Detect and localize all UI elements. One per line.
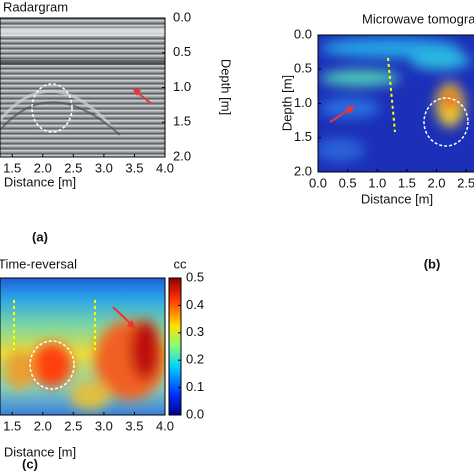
x-tick-label: 1.0 bbox=[368, 175, 386, 190]
x-tick-label: 3.5 bbox=[125, 418, 143, 433]
colorbar-tick-label: 0.3 bbox=[186, 324, 204, 339]
x-tick-label: 3.0 bbox=[95, 418, 113, 433]
colorbar-tick-label: 0.2 bbox=[186, 352, 204, 367]
x-axis-label: Distance [m] bbox=[4, 174, 76, 189]
x-tick-label: 2.5 bbox=[64, 160, 82, 175]
y-tick-label: 0.0 bbox=[294, 26, 312, 41]
colorbar-tick-label: 0.1 bbox=[186, 379, 204, 394]
x-axis-label: Distance [m] bbox=[4, 444, 76, 459]
y-tick-label: 0.5 bbox=[173, 44, 191, 59]
colorbar-tick-label: 0.4 bbox=[186, 297, 204, 312]
colorbar-tick-label: 0.5 bbox=[186, 269, 204, 284]
x-axis-label: Distance [m] bbox=[361, 191, 433, 206]
x-tick-label: 4.0 bbox=[156, 418, 174, 433]
panel-label: (a) bbox=[32, 229, 48, 244]
y-axis-label: Depth [m] bbox=[219, 59, 234, 115]
tomography-image bbox=[318, 35, 474, 172]
colorbar-tick-label: 0.0 bbox=[186, 406, 204, 421]
chart-title: Microwave tomography bbox=[362, 11, 474, 26]
colorbar-label: cc bbox=[174, 256, 188, 271]
x-tick-label: 1.5 bbox=[3, 418, 21, 433]
time-reversal-image bbox=[0, 278, 165, 415]
panel-label: (c) bbox=[22, 456, 38, 471]
x-tick-label: 2.0 bbox=[427, 175, 445, 190]
x-tick-label: 0.0 bbox=[309, 175, 327, 190]
y-axis-label: Depth [m] bbox=[279, 75, 294, 131]
x-tick-label: 3.5 bbox=[125, 160, 143, 175]
y-tick-label: 1.0 bbox=[173, 79, 191, 94]
x-tick-label: 1.5 bbox=[398, 175, 416, 190]
x-tick-label: 2.5 bbox=[64, 418, 82, 433]
radargram-image bbox=[0, 18, 165, 157]
y-tick-label: 1.5 bbox=[294, 129, 312, 144]
y-tick-label: 0.5 bbox=[294, 61, 312, 76]
x-tick-label: 2.5 bbox=[457, 175, 474, 190]
chart-title: Time-reversal bbox=[0, 256, 77, 271]
y-tick-label: 0.0 bbox=[173, 9, 191, 24]
x-tick-label: 0.5 bbox=[339, 175, 357, 190]
x-tick-label: 2.0 bbox=[34, 160, 52, 175]
y-tick-label: 1.5 bbox=[173, 114, 191, 129]
x-tick-label: 3.0 bbox=[95, 160, 113, 175]
colorbar bbox=[168, 277, 182, 416]
chart-title: Radargram bbox=[3, 0, 68, 14]
y-tick-label: 1.0 bbox=[294, 95, 312, 110]
x-tick-label: 1.5 bbox=[3, 160, 21, 175]
panel-label: (b) bbox=[424, 256, 441, 271]
y-tick-label: 2.0 bbox=[173, 148, 191, 163]
x-tick-label: 2.0 bbox=[34, 418, 52, 433]
x-tick-label: 4.0 bbox=[156, 160, 174, 175]
frame bbox=[0, 277, 166, 416]
y-tick-label: 2.0 bbox=[294, 163, 312, 178]
